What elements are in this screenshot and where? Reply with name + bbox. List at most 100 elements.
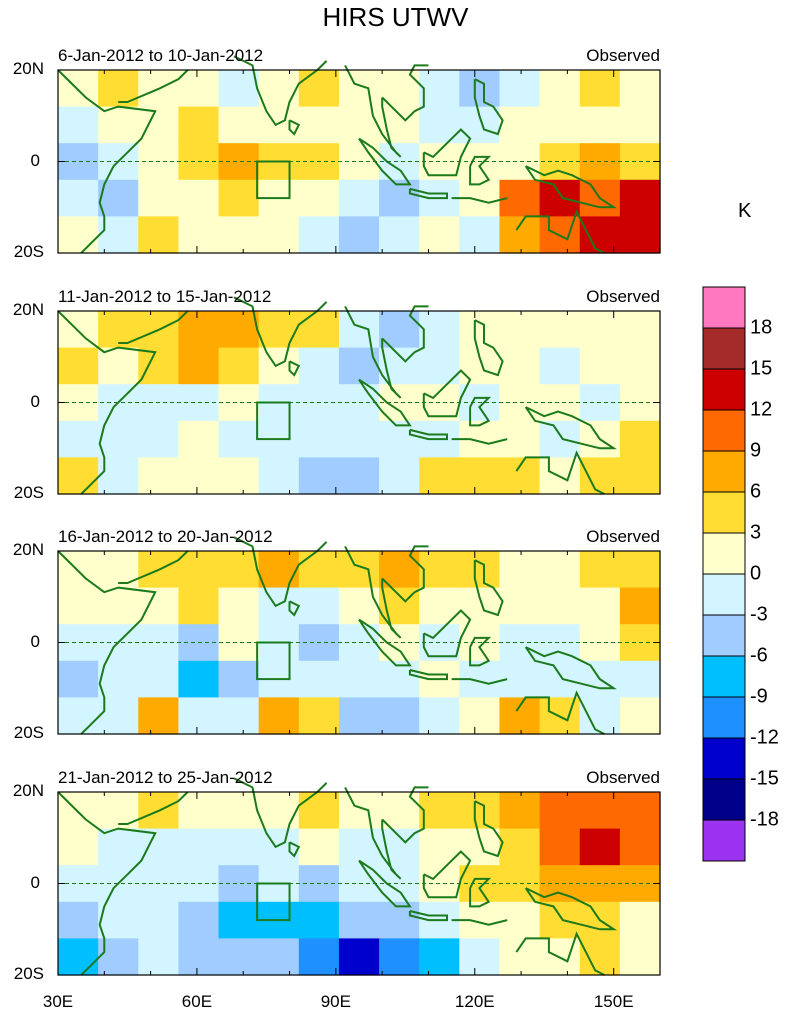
coastline [451,197,508,204]
region-box [256,160,291,200]
panel-date-range: 16-Jan-2012 to 20-Jan-2012 [58,527,273,546]
heatmap-cell [178,179,220,217]
coastline [422,609,472,658]
heatmap-cell [579,551,621,589]
heatmap-cell [499,457,541,495]
heatmap-cell [298,311,340,349]
heatmap-cell [619,420,661,458]
heatmap-cell [138,457,179,495]
heatmap-cell [138,420,179,458]
heatmap-cell [298,420,340,458]
coastline [451,678,508,685]
heatmap-cell [218,106,260,144]
heatmap-cell [379,697,420,735]
y-tick-label: 20N [12,540,44,559]
heatmap-cell [419,106,460,144]
coastline [524,887,618,931]
heatmap-cell [619,551,661,589]
colorbar-label: -15 [750,767,779,790]
heatmap-cell [178,792,220,830]
region-box [256,882,291,922]
heatmap-cell [218,420,260,458]
coastline [515,690,605,735]
heatmap-cell [258,216,300,254]
panel-label: Observed [586,287,660,306]
heatmap-cell [419,938,460,976]
heatmap-cell [619,347,661,385]
heatmap-cell [258,697,300,735]
heatmap-cell [138,660,179,698]
heatmap-cell [218,384,260,422]
coastline [422,128,472,177]
heatmap-cell [218,179,260,217]
heatmap-cell [138,901,179,939]
heatmap-cell [178,70,220,108]
panel-2 [57,296,661,495]
heatmap-cell [419,551,460,589]
heatmap-cell [258,551,300,589]
heatmap-cell [459,697,501,735]
coastline [408,669,448,681]
y-tick-label: 0 [30,872,40,892]
heatmap-cell [218,792,260,830]
coastline [358,618,412,667]
coastline [233,777,328,849]
heatmap-cell [98,347,139,385]
coastline [473,559,504,617]
y-tick-label: 20N [12,781,44,800]
heatmap-cell [298,347,340,385]
heatmap-cell [298,216,340,254]
heatmap-cell [58,420,99,458]
coastline [118,69,189,103]
coastline [422,369,472,418]
heatmap-cell [499,828,541,866]
heatmap-cell [218,311,260,349]
coastline [118,791,189,825]
heatmap-cell [338,551,380,589]
panel-date-range: 6-Jan-2012 to 10-Jan-2012 [58,46,264,65]
heatmap-cell [298,587,340,625]
heatmap-cell [619,938,661,976]
coastline [233,55,328,127]
heatmap-cell [178,901,220,939]
colorbar-label: 0 [750,562,762,585]
heatmap-cell [58,901,99,939]
heatmap-cell [419,347,460,385]
heatmap-cell [459,828,501,866]
colorbar-swatch [702,614,746,657]
coastline [288,841,301,858]
coastline [344,305,402,399]
panel-label: Observed [586,527,660,546]
heatmap-cell [459,587,501,625]
colorbar-label: 12 [750,398,773,421]
heatmap-cell [419,697,460,735]
heatmap-cell [98,106,139,144]
y-tick-label: 0 [30,391,40,411]
colorbar-swatch [702,532,746,575]
y-tick-label: 20S [13,723,44,742]
heatmap-cell [459,551,501,589]
coastline [344,786,402,880]
y-tick-label: 20N [12,300,44,319]
heatmap-cell [58,587,99,625]
heatmap-cell [258,828,300,866]
heatmap-cell [539,551,581,589]
heatmap-cell [178,457,220,495]
panel-4 [57,777,661,976]
heatmap-cell [338,216,380,254]
heatmap-cell [58,938,99,976]
heatmap-cell [619,828,661,866]
coastline [57,310,157,495]
colorbar-swatch [702,409,746,452]
heatmap-cell [379,938,420,976]
heatmap-cell [98,828,139,866]
heatmap-cell [58,179,99,217]
coastline [524,646,618,690]
heatmap-cell [499,697,541,735]
heatmap-cell [539,792,581,830]
coastline [344,545,402,639]
heatmap-cell [258,311,300,349]
heatmap-cell [619,179,661,217]
heatmap-cell [138,828,179,866]
heatmap-cell [178,106,220,144]
